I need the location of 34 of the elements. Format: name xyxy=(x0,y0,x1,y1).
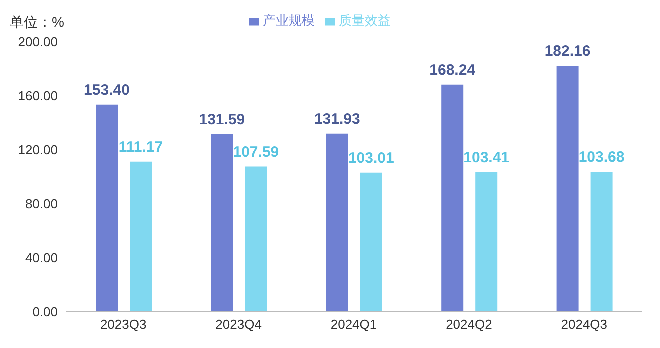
x-tick-label: 2024Q2 xyxy=(446,317,492,332)
data-label: 168.24 xyxy=(430,62,476,79)
y-tick-label: 40.00 xyxy=(25,250,58,266)
bar xyxy=(211,134,234,312)
legend-label: 产业规模 xyxy=(263,13,315,28)
x-tick-label: 2023Q3 xyxy=(100,317,147,332)
data-label: 111.17 xyxy=(118,138,164,156)
y-tick-label: 80.00 xyxy=(25,196,58,212)
data-label: 103.01 xyxy=(348,150,394,167)
bar xyxy=(245,166,268,312)
y-tick-label: 200.00 xyxy=(18,34,58,50)
data-label: 103.41 xyxy=(464,149,510,166)
data-label: 131.59 xyxy=(199,111,246,128)
data-label: 153.40 xyxy=(84,82,130,99)
y-tick-label: 120.00 xyxy=(18,142,58,158)
bar xyxy=(476,172,498,312)
data-label: 182.16 xyxy=(544,43,591,60)
y-axis-title: 单位：% xyxy=(10,14,64,32)
bar xyxy=(130,162,152,312)
data-label: 103.68 xyxy=(578,149,625,166)
y-tick-label: 0.00 xyxy=(32,304,58,320)
data-label: 107.59 xyxy=(233,144,280,161)
bar xyxy=(96,104,118,312)
data-label: 131.93 xyxy=(314,110,360,128)
bar xyxy=(590,172,613,312)
x-tick-label: 2024Q1 xyxy=(330,317,378,332)
x-tick-label: 2024Q3 xyxy=(561,317,608,332)
bar xyxy=(360,172,382,312)
y-tick-label: 160.00 xyxy=(18,88,58,104)
legend-label: 质量效益 xyxy=(339,13,391,28)
x-tick-label: 2023Q4 xyxy=(216,317,262,332)
bar xyxy=(442,84,464,312)
bar xyxy=(326,134,348,312)
bar xyxy=(556,66,579,312)
